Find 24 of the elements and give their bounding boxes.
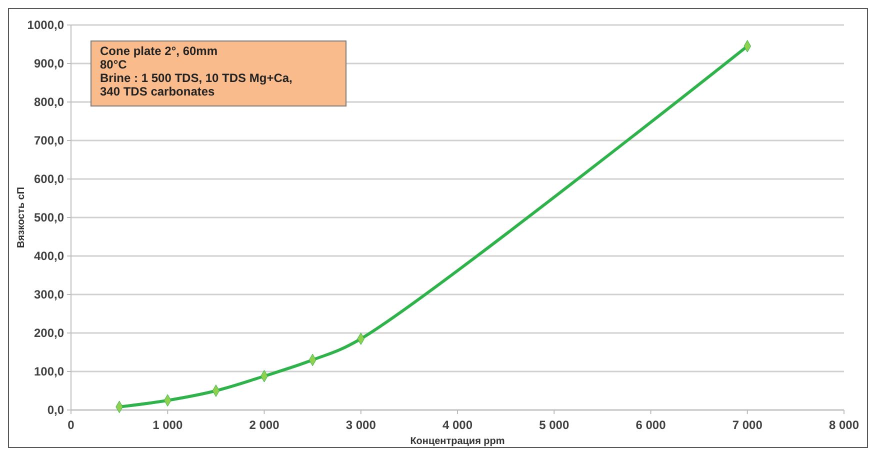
x-tick-label: 0 bbox=[68, 418, 75, 432]
x-tick-label: 3 000 bbox=[346, 418, 376, 432]
x-tick-label: 5 000 bbox=[539, 418, 570, 432]
y-tick-label: 700,0 bbox=[34, 134, 64, 148]
y-tick-label: 1000,0 bbox=[27, 18, 64, 32]
x-tick-label: 7 000 bbox=[732, 418, 763, 432]
y-tick-label: 200,0 bbox=[34, 326, 64, 340]
x-tick-label: 1 000 bbox=[152, 418, 183, 432]
note-box: Cone plate 2°, 60mm 80°C Brine : 1 500 TDS, 10 TDS Mg+Ca, 340 TDS carbonates bbox=[90, 40, 346, 106]
y-tick-label: 500,0 bbox=[34, 210, 64, 224]
y-tick-label: 100,0 bbox=[34, 364, 64, 378]
annotation: Cone plate 2°, 60mm 80°C Brine : 1 500 TDS, 10 TDS Mg+Ca, 340 TDS carbonates bbox=[100, 44, 292, 98]
x-tick-label: 8 000 bbox=[828, 418, 860, 432]
x-tick-label: 2 000 bbox=[249, 418, 280, 432]
x-axis-title: Концентрация ppm bbox=[410, 436, 505, 447]
y-tick-label: 0,0 bbox=[47, 403, 64, 417]
y-tick-label: 800,0 bbox=[34, 95, 64, 109]
y-tick-label: 900,0 bbox=[34, 56, 64, 70]
x-tick-label: 4 000 bbox=[442, 418, 473, 432]
x-tick-label: 6 000 bbox=[636, 418, 666, 432]
y-tick-label: 400,0 bbox=[34, 249, 64, 263]
y-tick-label: 600,0 bbox=[34, 172, 64, 186]
y-tick-label: 300,0 bbox=[34, 288, 64, 302]
y-axis-title: Вязкость сП bbox=[16, 186, 27, 248]
